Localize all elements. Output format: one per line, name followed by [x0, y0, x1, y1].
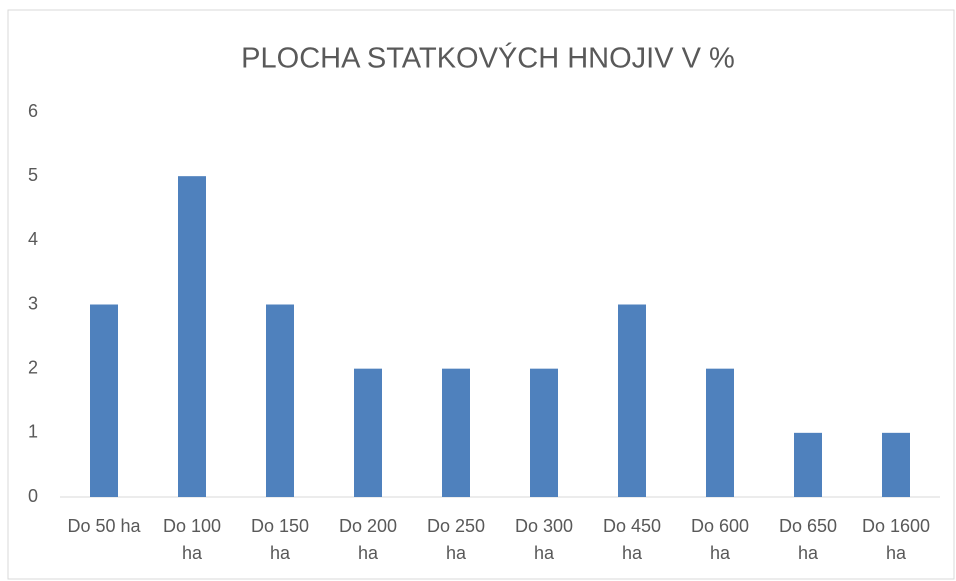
x-tick-label: Do 650 ha	[778, 516, 838, 563]
y-tick-label: 5	[28, 165, 38, 185]
bar	[354, 368, 382, 497]
x-tick-label: Do 50 ha	[67, 516, 141, 536]
bar	[530, 368, 558, 497]
bar	[882, 432, 910, 497]
x-tick-label: Do 150 ha	[250, 516, 310, 563]
bar	[266, 304, 294, 497]
x-tick-label: Do 450 ha	[602, 516, 662, 563]
y-tick-label: 0	[28, 486, 38, 506]
bar	[794, 432, 822, 497]
x-tick-label: Do 250 ha	[426, 516, 486, 563]
x-tick-label: Do 1600 ha	[861, 516, 931, 563]
bar	[442, 368, 470, 497]
chart-title: PLOCHA STATKOVÝCH HNOJIV V %	[241, 42, 735, 75]
bar	[706, 368, 734, 497]
bar	[90, 304, 118, 497]
x-tick-label: Do 100 ha	[162, 516, 222, 563]
y-tick-label: 1	[28, 422, 38, 442]
x-tick-label: Do 600 ha	[690, 516, 750, 563]
bar	[178, 176, 206, 497]
x-tick-label: Do 200 ha	[338, 516, 398, 563]
y-tick-label: 4	[28, 229, 38, 249]
y-tick-label: 3	[28, 293, 38, 313]
x-tick-label: Do 300 ha	[514, 516, 574, 563]
bar	[618, 304, 646, 497]
y-tick-label: 6	[28, 101, 38, 121]
y-tick-label: 2	[28, 357, 38, 377]
